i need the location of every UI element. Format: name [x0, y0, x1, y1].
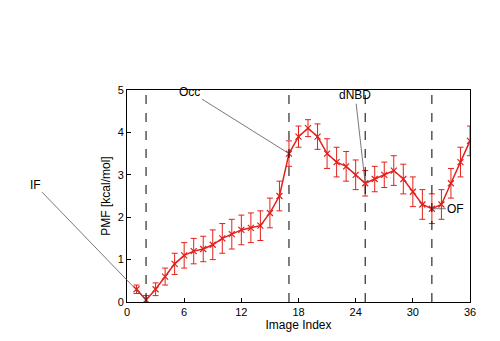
svg-text:4: 4 [118, 126, 124, 138]
svg-text:1: 1 [118, 253, 124, 265]
svg-text:5: 5 [118, 84, 124, 96]
svg-text:IF: IF [30, 178, 41, 192]
svg-text:Image Index: Image Index [265, 318, 331, 332]
svg-text:30: 30 [407, 306, 419, 318]
svg-text:6: 6 [181, 306, 187, 318]
svg-text:dNBD: dNBD [339, 88, 371, 102]
svg-text:0: 0 [118, 296, 124, 308]
svg-text:OF: OF [447, 202, 464, 216]
svg-text:2: 2 [118, 211, 124, 223]
svg-text:24: 24 [350, 306, 362, 318]
svg-text:3: 3 [118, 169, 124, 181]
svg-text:PMF [kcal/mol]: PMF [kcal/mol] [99, 156, 113, 235]
svg-text:12: 12 [235, 306, 247, 318]
svg-text:18: 18 [292, 306, 304, 318]
svg-text:36: 36 [464, 306, 476, 318]
svg-text:Occ: Occ [179, 85, 200, 99]
svg-text:0: 0 [124, 306, 130, 318]
